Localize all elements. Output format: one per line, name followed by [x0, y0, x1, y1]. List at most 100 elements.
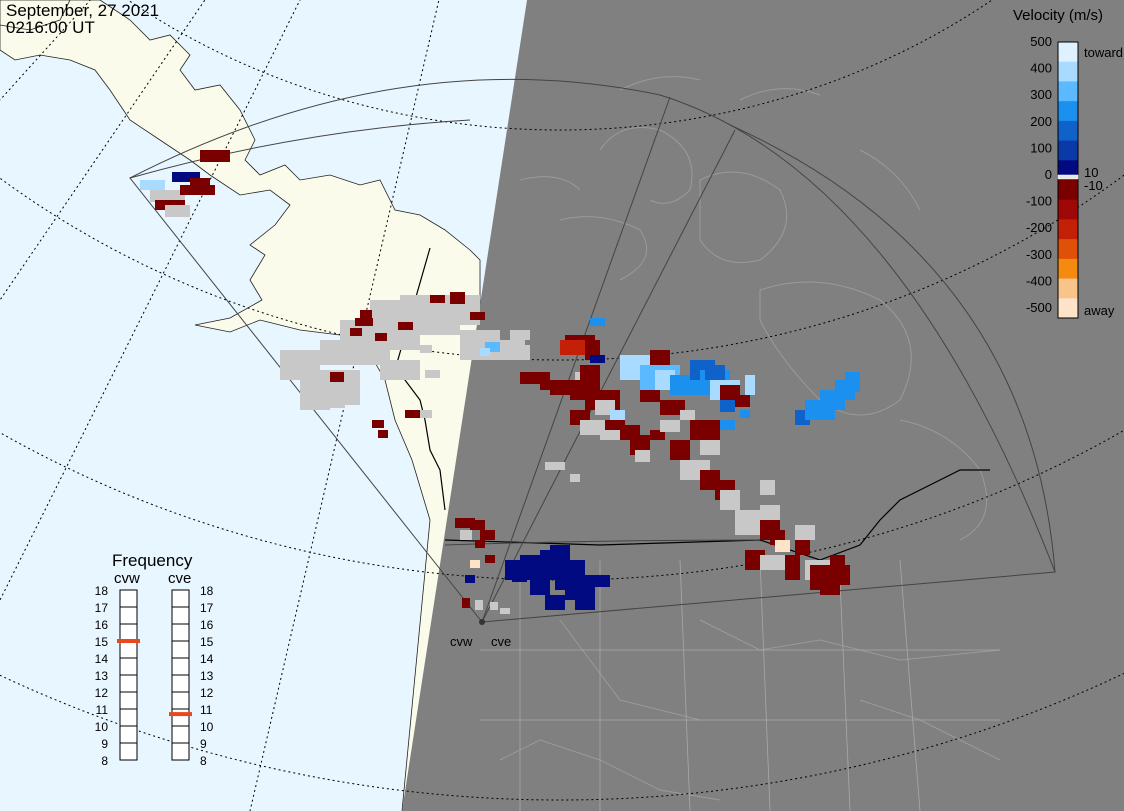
- scatter-cell: [470, 312, 485, 320]
- frequency-tick-label: 11: [96, 703, 109, 717]
- frequency-marker-cvw: [117, 639, 140, 643]
- radar-sites: cvw cve: [450, 619, 511, 649]
- frequency-tick-label: 16: [95, 618, 109, 632]
- scatter-cell: [735, 395, 750, 407]
- scatter-cell: [480, 530, 495, 540]
- radar-site-dot: [479, 619, 485, 625]
- colorbar-frame: [1057, 41, 1079, 319]
- colorbar-swatch: [1058, 42, 1078, 63]
- scatter-cell: [165, 205, 190, 217]
- scatter-cell: [720, 490, 740, 510]
- frequency-tick-label: 8: [101, 754, 108, 768]
- colorbar-swatch: [1058, 278, 1078, 299]
- scatter-cell: [545, 595, 565, 610]
- header: September, 27 2021 0216:00 UT: [6, 1, 159, 37]
- frequency-tick-label: 17: [200, 601, 214, 615]
- scatter-cell: [405, 410, 420, 418]
- scatter-cell: [430, 295, 445, 303]
- scatter-cell: [470, 520, 485, 530]
- scatter-cell: [720, 420, 735, 430]
- scatter-cell: [490, 602, 498, 610]
- scatter-cell: [475, 600, 483, 610]
- scatter-cell: [660, 420, 680, 432]
- frequency-tick-label: 17: [95, 601, 109, 615]
- scatter-cell: [635, 450, 650, 462]
- colorbar-tick-label: 300: [1030, 87, 1052, 102]
- scatter-cell: [378, 430, 388, 438]
- scatter-cell: [200, 150, 230, 162]
- scatter-cell: [795, 540, 810, 555]
- scatter-cell: [740, 410, 750, 418]
- scatter-cell: [462, 598, 470, 608]
- colorbar-title: Velocity (m/s): [1013, 7, 1103, 24]
- frequency-radar-cve: cve: [168, 570, 191, 587]
- frequency-tick-label: 18: [95, 584, 109, 598]
- colorbar-tick-label: 0: [1045, 167, 1052, 182]
- scatter-cell: [560, 340, 585, 355]
- colorbar-swatch: [1058, 61, 1078, 82]
- colorbar-tick-label: 10: [1084, 165, 1098, 180]
- scatter-cell: [650, 350, 670, 365]
- colorbar-swatch: [1058, 239, 1078, 260]
- date-label: September, 27 2021: [6, 1, 159, 20]
- colorbar-tick-label: 400: [1030, 61, 1052, 76]
- scatter-cell: [512, 570, 527, 582]
- scatter-cell: [420, 345, 432, 353]
- scatter-cell: [580, 365, 600, 380]
- scatter-cell: [595, 575, 610, 587]
- frequency-tick-label: 14: [95, 652, 109, 666]
- colorbar-swatch: [1058, 298, 1078, 319]
- scatter-cell: [840, 565, 850, 585]
- scatter-cell: [590, 355, 605, 363]
- scatter-cell: [640, 390, 660, 402]
- scatter-cell: [700, 440, 720, 455]
- scatter-cell: [360, 310, 372, 318]
- frequency-tick-label: 12: [200, 686, 214, 700]
- scatter-cell: [660, 400, 685, 415]
- colorbar-tick-label: -10: [1084, 178, 1103, 193]
- state-lines: [480, 559, 1000, 811]
- colorbar-zero-band: [1057, 174, 1079, 180]
- scatter-cell: [455, 518, 475, 528]
- scatter-cell: [475, 540, 485, 548]
- scatter-cell: [460, 530, 472, 540]
- scatter-cell: [785, 555, 800, 580]
- scatter-cell: [530, 575, 550, 595]
- scatter-cell: [398, 322, 413, 330]
- frequency-tick-label: 10: [200, 720, 214, 734]
- scatter-cell: [180, 185, 215, 195]
- scatter-cell: [500, 608, 510, 614]
- frequency-tick-label: 15: [95, 635, 109, 649]
- scatter-cell: [720, 400, 735, 412]
- scatter-cell: [600, 430, 625, 440]
- scatter-cell: [550, 385, 570, 395]
- scatter-cell: [820, 575, 840, 595]
- frequency-marker-cve: [169, 712, 192, 717]
- scatter-cell: [140, 180, 165, 190]
- frequency-tick-label: 12: [95, 686, 109, 700]
- frequency-tick-label: 9: [200, 737, 207, 751]
- scatter-cell: [320, 380, 350, 400]
- colorbar-swatch: [1058, 81, 1078, 102]
- scatter-cell: [375, 333, 387, 341]
- scatter-cell: [590, 318, 605, 326]
- radar-site-label-cve: cve: [491, 634, 511, 649]
- scatter-cell: [330, 372, 344, 382]
- frequency-radar-cvw: cvw: [114, 570, 140, 587]
- fov-outlines: [129, 78, 1056, 623]
- frequency-tick-label: 10: [95, 720, 109, 734]
- scatter-cell: [470, 560, 480, 568]
- colorbar-swatch: [1058, 219, 1078, 240]
- scatter-cell: [410, 410, 432, 418]
- scatter-cell: [760, 555, 785, 570]
- scatter-cell: [172, 172, 200, 182]
- scatter-cell: [550, 545, 570, 560]
- colorbar-tick-label: -300: [1026, 247, 1052, 262]
- night-coastlines: [499, 76, 1001, 801]
- colorbar-tick-label: -500: [1026, 300, 1052, 315]
- scatter-cell: [575, 590, 595, 610]
- frequency-tick-label: 13: [95, 669, 109, 683]
- frequency-tick-label: 11: [200, 703, 213, 717]
- scatter-cell: [380, 360, 420, 380]
